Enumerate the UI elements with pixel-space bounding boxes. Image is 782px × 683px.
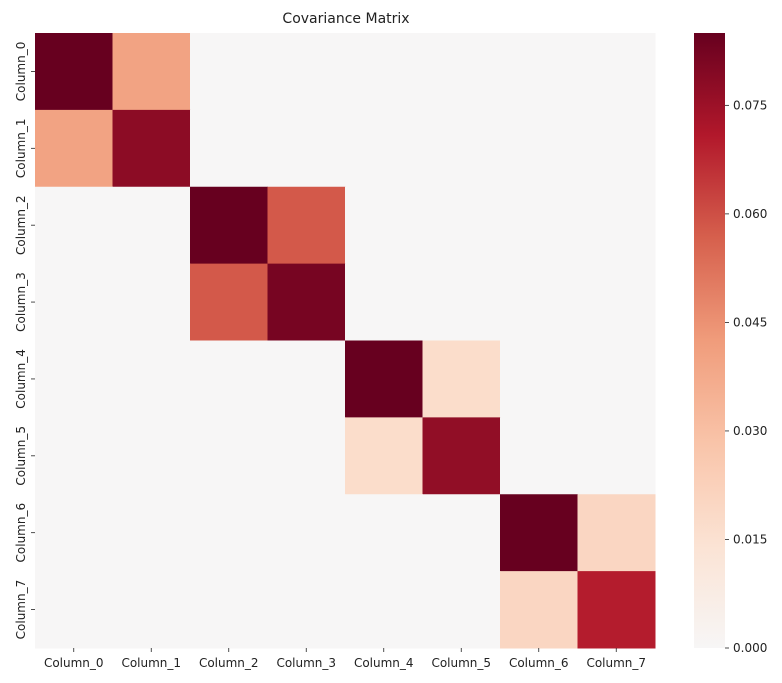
heatmap-cell-r5-c2 xyxy=(190,417,268,495)
heatmap-cell-r0-c2 xyxy=(190,33,268,111)
heatmap-cell-r6-c0 xyxy=(35,494,113,572)
heatmap-cell-r5-c6 xyxy=(500,417,578,495)
heatmap-cell-r1-c3 xyxy=(267,109,346,188)
x-tick-label: Column_2 xyxy=(199,656,259,670)
heatmap-cell-r3-c3 xyxy=(267,263,346,341)
colorbar-tick-label: 0.015 xyxy=(733,532,767,546)
heatmap-cell-r6-c2 xyxy=(190,494,268,572)
heatmap-cell-r4-c0 xyxy=(35,340,113,418)
colorbar-tick-label: 0.045 xyxy=(733,315,767,329)
heatmap-cell-r3-c7 xyxy=(577,263,656,341)
heatmap-cell-r2-c7 xyxy=(577,186,656,265)
heatmap-cell-r2-c2 xyxy=(190,186,268,265)
heatmap-cell-r0-c4 xyxy=(345,33,423,111)
heatmap-cell-r0-c6 xyxy=(500,33,578,111)
heatmap-cell-r6-c1 xyxy=(112,494,191,572)
heatmap-cell-r4-c7 xyxy=(577,340,656,418)
x-tick-label: Column_4 xyxy=(354,656,414,670)
heatmap-cell-r2-c6 xyxy=(500,186,578,265)
y-tick-label: Column_2 xyxy=(14,195,28,255)
x-tick-label: Column_1 xyxy=(121,656,181,670)
heatmap-cell-r5-c3 xyxy=(267,417,346,495)
heatmap-cell-r5-c1 xyxy=(112,417,191,495)
x-tick-label: Column_5 xyxy=(431,656,491,670)
heatmap-cell-r3-c0 xyxy=(35,263,113,341)
x-tick-label: Column_0 xyxy=(44,656,104,670)
x-tick-label: Column_6 xyxy=(509,656,569,670)
heatmap-cell-r1-c5 xyxy=(422,109,501,188)
y-tick-label: Column_1 xyxy=(14,119,28,179)
heatmap-cell-r7-c6 xyxy=(500,571,578,649)
heatmap-cell-r5-c5 xyxy=(422,417,501,495)
heatmap-cell-r1-c2 xyxy=(190,109,268,188)
heatmap-cell-r3-c1 xyxy=(112,263,191,341)
heatmap-cell-r7-c4 xyxy=(345,571,423,649)
colorbar-tick-label: 0.000 xyxy=(733,641,767,655)
heatmap-cell-r6-c5 xyxy=(422,494,501,572)
heatmap-cell-r6-c4 xyxy=(345,494,423,572)
y-tick-label: Column_5 xyxy=(14,426,28,486)
heatmap-cell-r3-c5 xyxy=(422,263,501,341)
heatmap-cell-r6-c7 xyxy=(577,494,656,572)
heatmap-cell-r0-c1 xyxy=(112,33,191,111)
heatmap-cell-r6-c6 xyxy=(500,494,578,572)
chart-title: Covariance Matrix xyxy=(282,11,409,27)
heatmap-cell-r6-c3 xyxy=(267,494,346,572)
heatmap-cell-r2-c0 xyxy=(35,186,113,265)
colorbar-gradient xyxy=(694,33,725,648)
y-tick-label: Column_4 xyxy=(14,349,28,409)
y-tick-label: Column_7 xyxy=(14,580,28,640)
heatmap-cell-r1-c1 xyxy=(112,109,191,188)
y-tick-label: Column_3 xyxy=(14,272,28,332)
colorbar-tick-label: 0.075 xyxy=(733,98,767,112)
heatmap-cell-r0-c3 xyxy=(267,33,346,111)
x-axis-ticks: Column_0 Column_1 Column_2 Column_3 Column_4… xyxy=(44,648,646,670)
heatmap-cell-r4-c6 xyxy=(500,340,578,418)
heatmap-cell-r7-c7 xyxy=(577,571,656,649)
heatmap-cell-r5-c7 xyxy=(577,417,656,495)
heatmap-cell-r1-c4 xyxy=(345,109,423,188)
heatmap-cell-r3-c2 xyxy=(190,263,268,341)
heatmap-cell-r1-c7 xyxy=(577,109,656,188)
heatmap-cell-r1-c0 xyxy=(35,109,113,188)
heatmap-cell-r7-c5 xyxy=(422,571,501,649)
heatmap-cell-r2-c3 xyxy=(267,186,346,265)
heatmap-cell-r3-c4 xyxy=(345,263,423,341)
y-axis-ticks: Column_0 Column_1 Column_2 Column_3 Column_4… xyxy=(14,42,35,640)
heatmap-cells xyxy=(35,33,656,649)
heatmap-cell-r7-c2 xyxy=(190,571,268,649)
heatmap-cell-r1-c6 xyxy=(500,109,578,188)
heatmap-cell-r2-c1 xyxy=(112,186,191,265)
heatmap-cell-r2-c4 xyxy=(345,186,423,265)
y-tick-label: Column_0 xyxy=(14,42,28,102)
heatmap-cell-r7-c1 xyxy=(112,571,191,649)
y-tick-label: Column_6 xyxy=(14,503,28,563)
heatmap-cell-r0-c7 xyxy=(577,33,656,111)
heatmap-cell-r3-c6 xyxy=(500,263,578,341)
heatmap-cell-r4-c1 xyxy=(112,340,191,418)
colorbar: 0.000 0.015 0.030 0.045 0.060 0.075 xyxy=(694,33,767,655)
heatmap-cell-r7-c3 xyxy=(267,571,346,649)
x-tick-label: Column_3 xyxy=(276,656,336,670)
heatmap-cell-r4-c4 xyxy=(345,340,423,418)
heatmap-cell-r7-c0 xyxy=(35,571,113,649)
heatmap-cell-r5-c4 xyxy=(345,417,423,495)
colorbar-tick-label: 0.030 xyxy=(733,424,767,438)
heatmap-cell-r2-c5 xyxy=(422,186,501,265)
heatmap-cell-r4-c5 xyxy=(422,340,501,418)
heatmap-cell-r5-c0 xyxy=(35,417,113,495)
x-tick-label: Column_7 xyxy=(586,656,646,670)
heatmap-cell-r4-c3 xyxy=(267,340,346,418)
heatmap-cell-r0-c0 xyxy=(35,33,113,111)
heatmap-cell-r0-c5 xyxy=(422,33,501,111)
colorbar-tick-label: 0.060 xyxy=(733,207,767,221)
heatmap-cell-r4-c2 xyxy=(190,340,268,418)
